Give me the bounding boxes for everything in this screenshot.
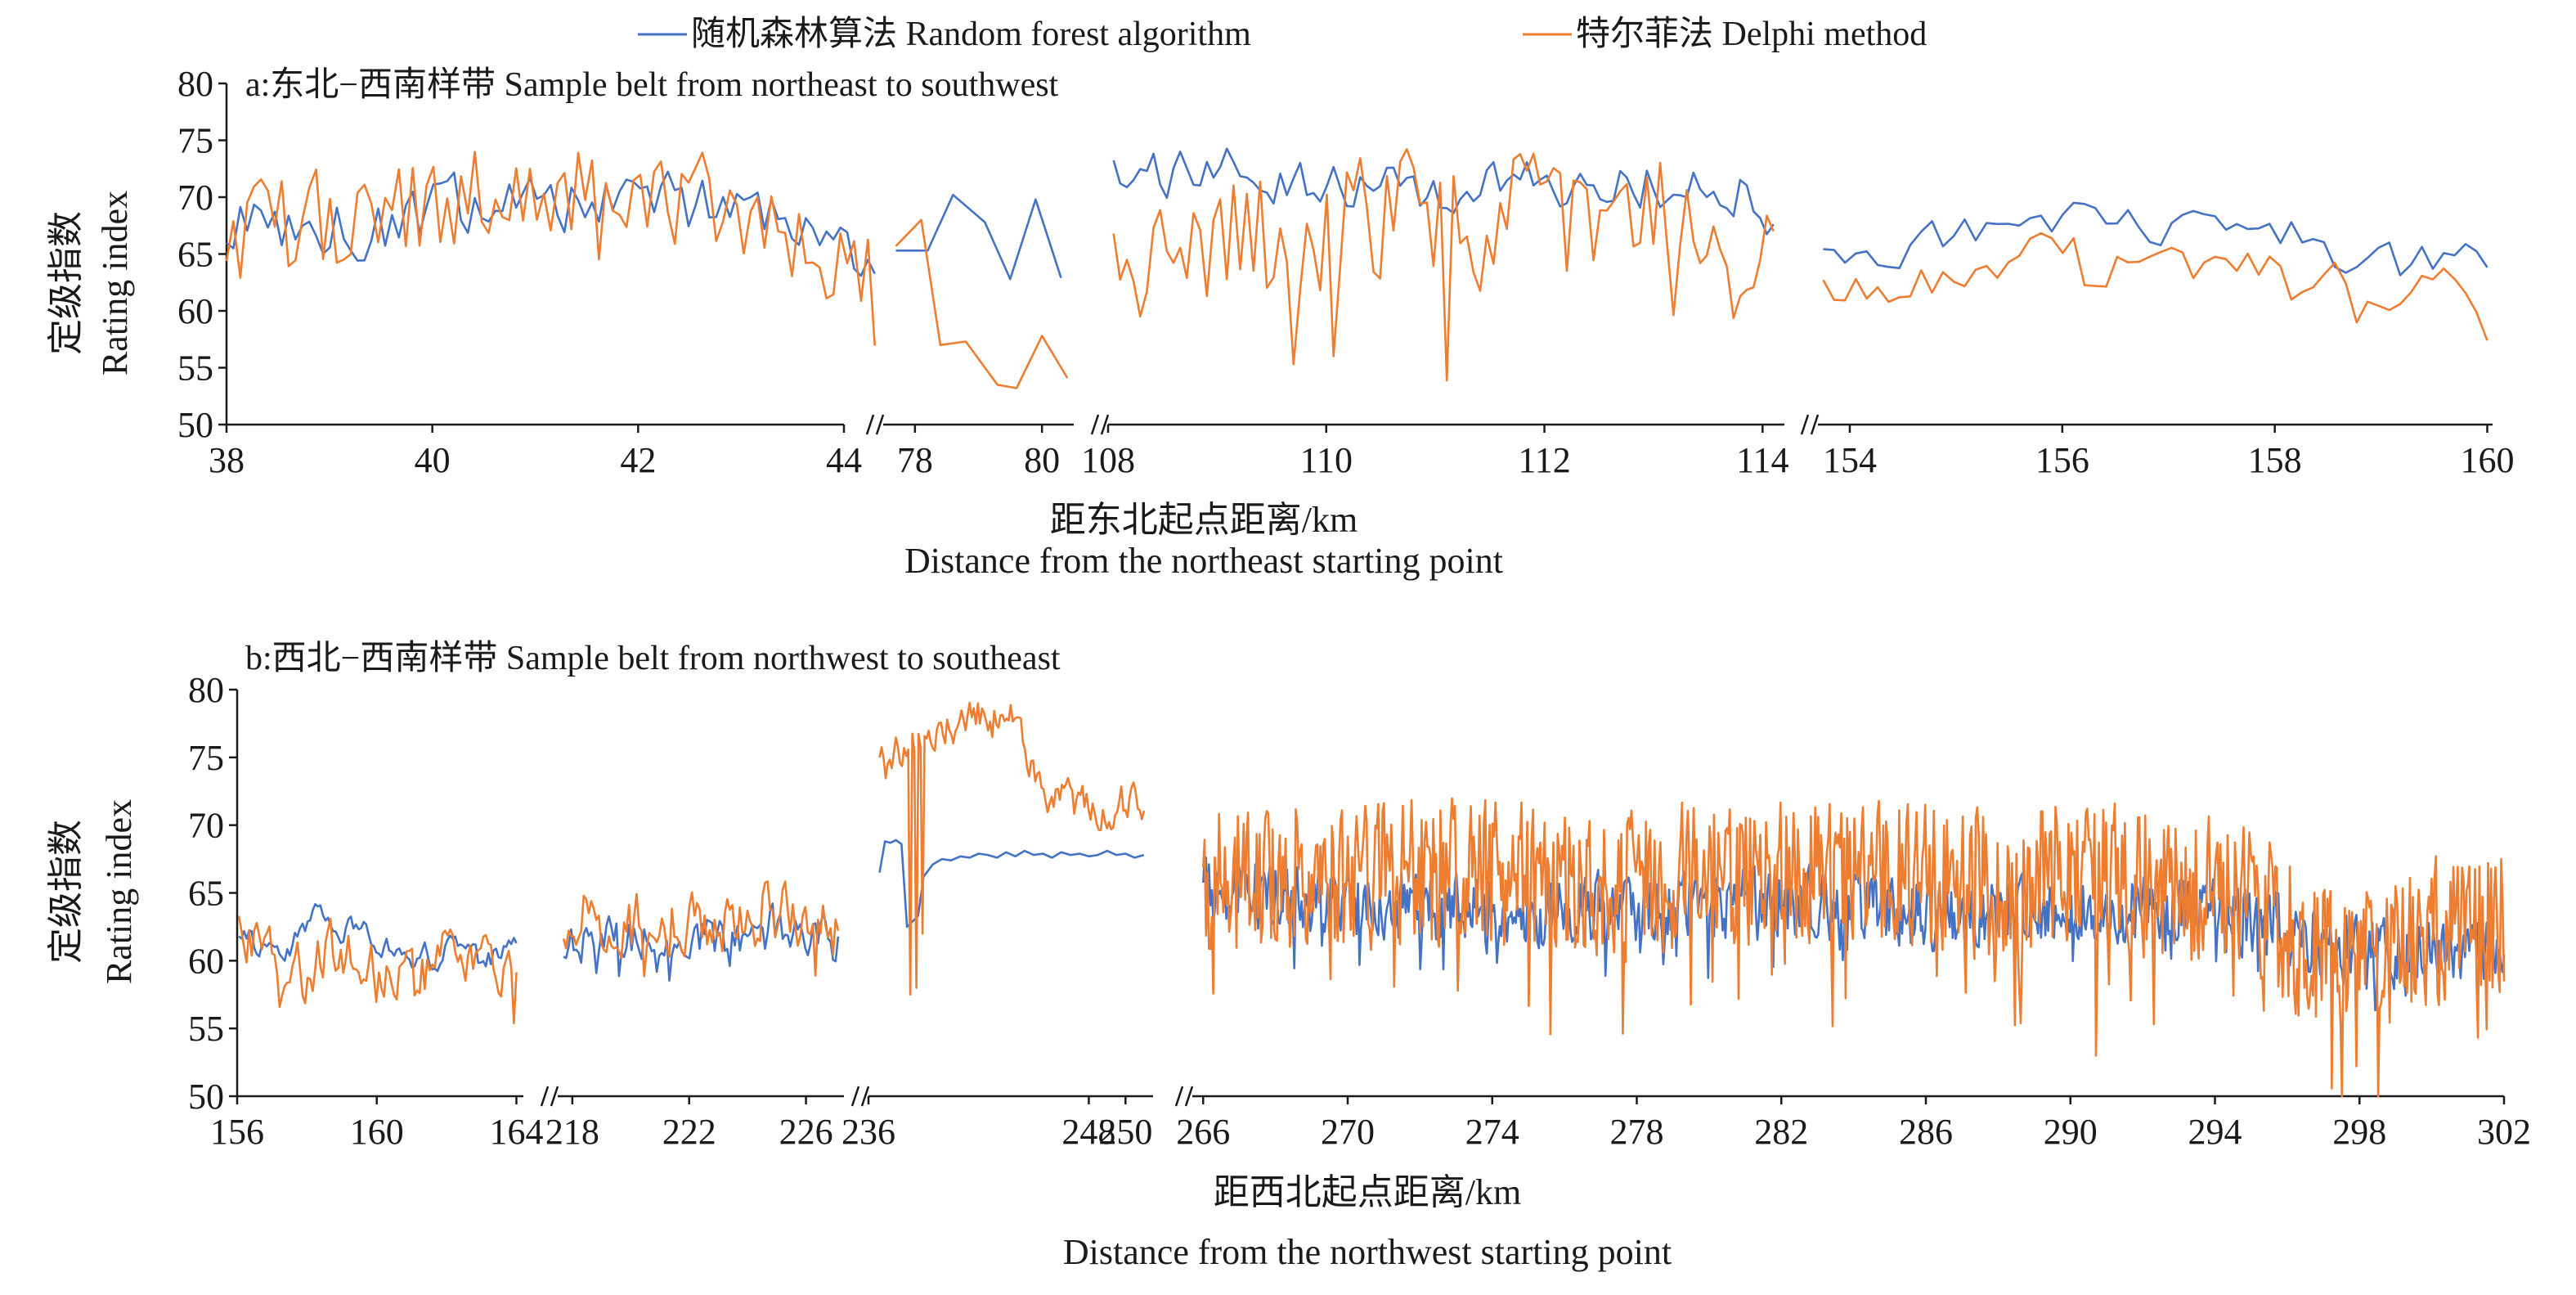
- panel-a-y-tick-label: 55: [177, 348, 213, 389]
- panel-b-y-tick-label: 50: [188, 1077, 224, 1117]
- panel-a-x-tick-label: 160: [2461, 440, 2515, 480]
- panel-b-axis-break-mark: [1174, 1086, 1194, 1107]
- panel-b-y-tick-label: 75: [188, 738, 224, 778]
- panel-a-x-tick-label: 40: [415, 440, 451, 480]
- panel-b-x-tick-label: 302: [2477, 1112, 2531, 1152]
- panel-a-xlabel-en: Distance from the northeast starting poi…: [904, 541, 1503, 581]
- panel-b-x-tick-label: 270: [1321, 1112, 1375, 1152]
- panel-a-x-tick-label: 154: [1823, 440, 1877, 480]
- panel-b-x-tick-label: 226: [779, 1112, 833, 1152]
- panel-a-series-random-forest: [895, 193, 1062, 281]
- panel-b-x-tick-label: 250: [1098, 1112, 1152, 1152]
- panel-a-y-tick-label: 75: [177, 121, 213, 161]
- panel-a-x-tick-label: 112: [1518, 440, 1570, 480]
- panel-b-xlabel-en: Distance from the northwest starting poi…: [1063, 1232, 1672, 1272]
- panel-b-series-random-forest: [563, 902, 840, 982]
- panel-a-x-tick-label: 156: [2035, 440, 2089, 480]
- panel-a-series-random-forest: [226, 170, 876, 277]
- panel-a-x-tick-label: 42: [620, 440, 656, 480]
- panel-a-x-tick-label: 108: [1081, 440, 1135, 480]
- panel-b-x-tick-label: 294: [2188, 1112, 2242, 1152]
- panel-a-series-delphi: [1822, 232, 2488, 341]
- panel-b-x-tick-label: 274: [1465, 1112, 1519, 1152]
- panel-b-x-tick-label: 164: [489, 1112, 543, 1152]
- legend-label-delphi: 特尔菲法 Delphi method: [1576, 16, 1927, 53]
- panel-a-axis-break-mark: [1800, 414, 1820, 435]
- panel-b-x-tick-label: 290: [2044, 1112, 2098, 1152]
- legend: 随机森林算法 Random forest algorithm 特尔菲法 Delp…: [638, 16, 1927, 53]
- panel-a-axis-break-mark: [1090, 414, 1110, 435]
- panel-b-x-tick-label: 286: [1899, 1112, 1953, 1152]
- panel-b-y-tick-label: 60: [188, 941, 224, 981]
- panel-b-axis-break-mark: [540, 1086, 559, 1107]
- panel-a-series-random-forest: [1823, 201, 2488, 277]
- panel-a-x-tick-label: 110: [1300, 440, 1353, 480]
- panel-a-y-tick-label: 70: [177, 178, 213, 218]
- legend-label-random-forest: 随机森林算法 Random forest algorithm: [691, 16, 1251, 53]
- panel-b-x-tick-label: 282: [1754, 1112, 1808, 1152]
- panel-b-series-delphi: [878, 701, 1146, 996]
- panel-b: b:西北−西南样带 Sample belt from northwest to …: [46, 640, 2531, 1272]
- panel-a-y-tick-label: 80: [177, 64, 213, 104]
- panel-b-title: b:西北−西南样带 Sample belt from northwest to …: [245, 640, 1061, 677]
- panel-a-ylabel-cn: 定级指数: [46, 211, 86, 355]
- panel-a-series-delphi: [895, 218, 1069, 389]
- panel-b-series-delphi: [1202, 797, 2506, 1098]
- panel-a-ylabel-en: Rating index: [95, 191, 135, 375]
- panel-a-title: a:东北−西南样带 Sample belt from northeast to …: [245, 65, 1059, 104]
- panel-b-x-tick-label: 248: [1061, 1112, 1115, 1152]
- panel-b-x-tick-label: 218: [545, 1112, 599, 1152]
- panel-b-ylabel-en: Rating index: [99, 799, 139, 984]
- panel-b-x-tick-label: 298: [2332, 1112, 2386, 1152]
- panel-b-series-delphi: [237, 915, 518, 1025]
- panel-a-x-tick-label: 78: [897, 440, 933, 480]
- panel-b-axis-break-mark: [850, 1086, 870, 1107]
- panel-b-y-tick-label: 70: [188, 806, 224, 846]
- panel-b-x-tick-label: 278: [1610, 1112, 1664, 1152]
- panel-a-x-tick-label: 114: [1736, 440, 1788, 480]
- panel-a-xlabel-cn: 距东北起点距离/km: [1050, 500, 1358, 540]
- panel-a-axis-break-mark: [865, 414, 885, 435]
- panel-b-y-tick-label: 55: [188, 1009, 224, 1049]
- panel-b-x-tick-label: 266: [1176, 1112, 1230, 1152]
- panel-a-x-tick-label: 80: [1024, 440, 1060, 480]
- panel-a-x-tick-label: 38: [209, 440, 245, 480]
- panel-a-y-tick-label: 50: [177, 405, 213, 445]
- panel-b-series-random-forest: [878, 839, 1145, 929]
- panel-b-x-tick-label: 160: [350, 1112, 404, 1152]
- panel-b-y-tick-label: 80: [188, 670, 224, 710]
- panel-b-y-tick-label: 65: [188, 874, 224, 914]
- panel-a-x-tick-label: 44: [826, 440, 862, 480]
- panel-b-x-tick-label: 222: [662, 1112, 716, 1152]
- panel-a-y-tick-label: 60: [177, 291, 213, 331]
- panel-a-y-tick-label: 65: [177, 235, 213, 275]
- panel-a-x-tick-label: 158: [2248, 440, 2302, 480]
- panel-b-xlabel-cn: 距西北起点距离/km: [1214, 1172, 1521, 1212]
- panel-b-x-tick-label: 156: [210, 1112, 264, 1152]
- panel-b-ylabel-cn: 定级指数: [46, 820, 86, 964]
- panel-a-series-delphi: [1112, 148, 1775, 382]
- panel-a: a:东北−西南样带 Sample belt from northeast to …: [46, 64, 2515, 581]
- panel-a-series-delphi: [225, 151, 876, 346]
- panel-b-x-tick-label: 236: [841, 1112, 895, 1152]
- panel-b-series-delphi: [562, 880, 840, 978]
